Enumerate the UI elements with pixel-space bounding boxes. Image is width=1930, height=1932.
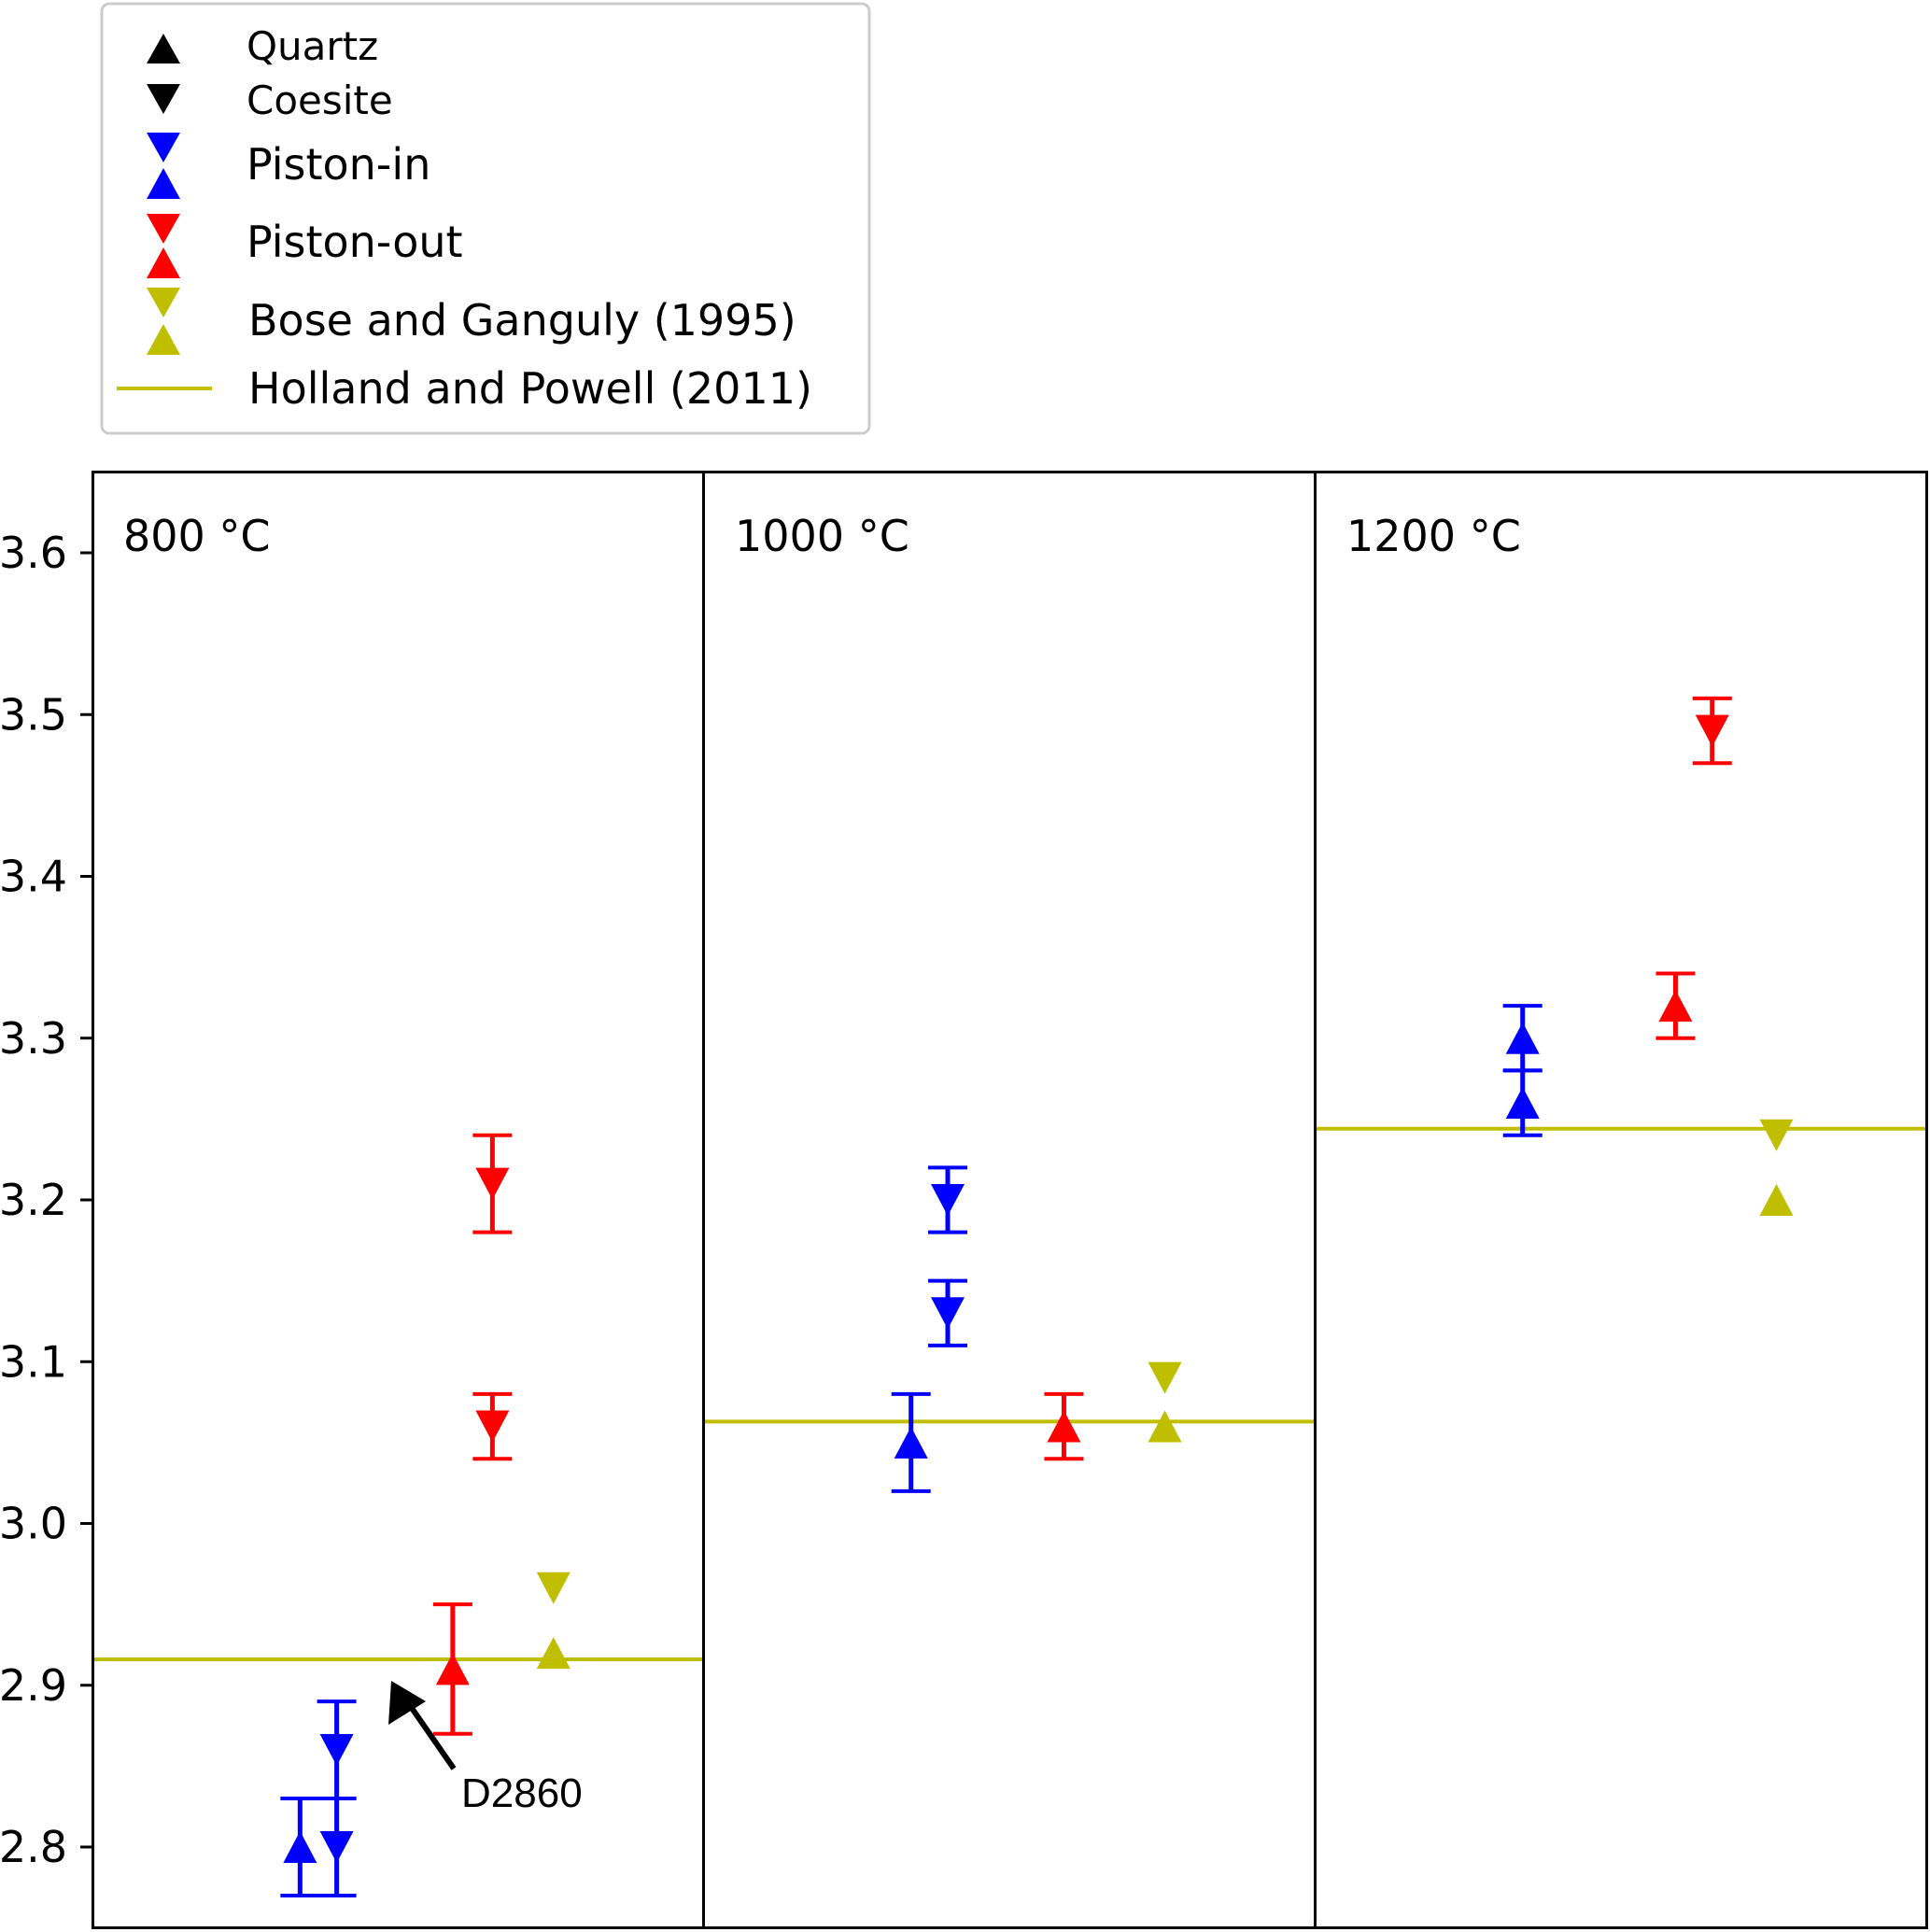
quartz-data-point (536, 1637, 571, 1670)
quartz-data-point (1759, 1184, 1794, 1216)
legend-entry-piston-out: Piston-out (147, 214, 463, 278)
y-tick-label: 3.4 (0, 852, 67, 902)
y-tick-label: 3.0 (0, 1499, 67, 1549)
piston-out-coesite-marker-icon (147, 214, 180, 244)
coesite-data-point (536, 1572, 571, 1604)
quartz-data-point (283, 1831, 317, 1863)
coesite-data-point (1695, 714, 1729, 747)
y-tick-label: 3.5 (0, 689, 67, 740)
coesite-data-point (475, 1167, 510, 1200)
legend-frame (100, 2, 871, 435)
coesite-data-point (931, 1184, 965, 1216)
annotation-d2860: D2860 (388, 1681, 583, 1816)
panel-0 (92, 1133, 703, 1897)
bose-ganguly-coesite-marker-icon (147, 288, 180, 317)
legend-entry-piston-in: Piston-in (147, 133, 430, 199)
legend-entry-holland-powell: Holland and Powell (2011) (117, 363, 812, 414)
legend-entry-coesite: Coesite (147, 78, 393, 123)
coesite-data-point (1148, 1361, 1182, 1394)
legend-label-bose-ganguly: Bose and Ganguly (1995) (248, 295, 796, 346)
coesite-data-point (475, 1410, 510, 1443)
y-tick-label: 3.2 (0, 1175, 67, 1225)
y-axis: 2.8 2.9 3.0 3.1 3.2 3.3 3.4 3.5 3.6 (0, 528, 92, 1872)
panel-1 (703, 1165, 1315, 1493)
panel-frame-1000 (702, 471, 1317, 1929)
legend-label-piston-in: Piston-in (247, 139, 430, 190)
panel-title-1200: 1200 °C (1346, 511, 1521, 561)
annotation-arrow-shaft (404, 1699, 457, 1770)
quartz-data-point (435, 1653, 470, 1685)
y-tick-label: 2.8 (0, 1822, 67, 1872)
quartz-data-point (1047, 1410, 1081, 1443)
annotation-arrow-head-icon (388, 1681, 426, 1725)
legend-label-quartz: Quartz (247, 23, 378, 69)
piston-in-coesite-marker-icon (147, 133, 180, 162)
y-tick-label: 3.6 (0, 528, 67, 578)
coesite-data-point (319, 1831, 354, 1863)
legend: Quartz Coesite Piston-in Piston-out Bose… (100, 2, 871, 435)
coesite-data-point (1759, 1119, 1794, 1151)
quartz-data-point (1505, 1022, 1540, 1054)
y-tick-label: 3.1 (0, 1336, 67, 1387)
annotation-label: D2860 (461, 1770, 583, 1816)
y-tick-label: 3.3 (0, 1013, 67, 1064)
panels (92, 696, 1926, 1897)
piston-in-quartz-marker-icon (147, 168, 180, 199)
coesite-data-point (931, 1297, 965, 1330)
panel-frame-1200 (1314, 471, 1928, 1929)
legend-entry-bose-ganguly: Bose and Ganguly (1995) (147, 288, 796, 355)
legend-label-coesite: Coesite (247, 78, 393, 123)
panel-2 (1315, 696, 1926, 1216)
quartz-data-point (1148, 1410, 1182, 1443)
legend-label-piston-out: Piston-out (247, 217, 463, 267)
panel-title-1000: 1000 °C (735, 511, 909, 561)
quartz-data-point (1505, 1087, 1540, 1120)
piston-out-quartz-marker-icon (147, 247, 180, 278)
panel-title-800: 800 °C (123, 511, 271, 561)
axes-frames (92, 471, 1928, 1929)
coesite-marker-icon (147, 84, 180, 114)
quartz-marker-icon (147, 34, 180, 63)
y-tick-label: 2.9 (0, 1660, 67, 1711)
coesite-data-point (319, 1734, 354, 1767)
legend-entry-quartz: Quartz (147, 23, 378, 69)
quartz-data-point (894, 1426, 928, 1459)
legend-label-holland-powell: Holland and Powell (2011) (248, 363, 812, 414)
bose-ganguly-quartz-marker-icon (147, 324, 180, 355)
quartz-data-point (1658, 990, 1693, 1022)
